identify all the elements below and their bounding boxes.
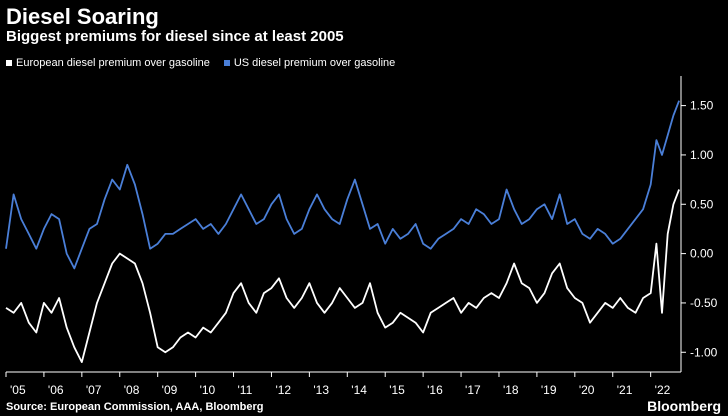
y-tick-label: 0.00 — [690, 247, 714, 261]
x-tick-label: '05 — [10, 383, 26, 397]
x-tick-label: '10 — [200, 383, 216, 397]
legend-label-eu: European diesel premium over gasoline — [16, 57, 210, 69]
legend: European diesel premium over gasoline US… — [6, 57, 395, 69]
x-tick-label: '11 — [238, 383, 253, 397]
y-tick-label: 1.50 — [690, 99, 714, 113]
y-tick-label: 1.00 — [690, 148, 714, 162]
x-tick-label: '06 — [48, 383, 64, 397]
chart-subtitle: Biggest premiums for diesel since at lea… — [6, 28, 344, 45]
source-note: Source: European Commission, AAA, Bloomb… — [6, 401, 264, 413]
x-tick-label: '21 — [617, 383, 633, 397]
legend-item-eu: European diesel premium over gasoline — [6, 57, 210, 69]
x-tick-label: '19 — [541, 383, 557, 397]
y-tick-label: 0.50 — [690, 197, 714, 211]
y-tick-label: -1.00 — [690, 345, 718, 359]
x-tick-label: '18 — [503, 383, 519, 397]
y-tick-label: -0.50 — [690, 296, 718, 310]
x-tick-label: '12 — [275, 383, 291, 397]
x-tick-label: '08 — [124, 383, 140, 397]
legend-item-us: US diesel premium over gasoline — [223, 57, 396, 69]
x-tick-label: '20 — [579, 383, 595, 397]
x-tick-label: '16 — [427, 383, 443, 397]
series-line-us — [5, 100, 680, 270]
x-tick-label: '09 — [162, 383, 178, 397]
legend-swatch-us — [223, 60, 230, 66]
bloomberg-logo: Bloomberg — [647, 398, 721, 414]
legend-swatch-eu — [6, 60, 12, 66]
series-line-eu — [5, 189, 680, 364]
x-tick-label: '07 — [86, 383, 102, 397]
x-tick-label: '14 — [351, 383, 367, 397]
x-tick-label: '13 — [313, 383, 329, 397]
legend-label-us: US diesel premium over gasoline — [233, 57, 396, 69]
x-tick-label: '17 — [465, 383, 481, 397]
x-tick-label: '22 — [655, 383, 671, 397]
chart-title: Diesel Soaring — [6, 4, 159, 29]
x-tick-label: '15 — [389, 383, 405, 397]
